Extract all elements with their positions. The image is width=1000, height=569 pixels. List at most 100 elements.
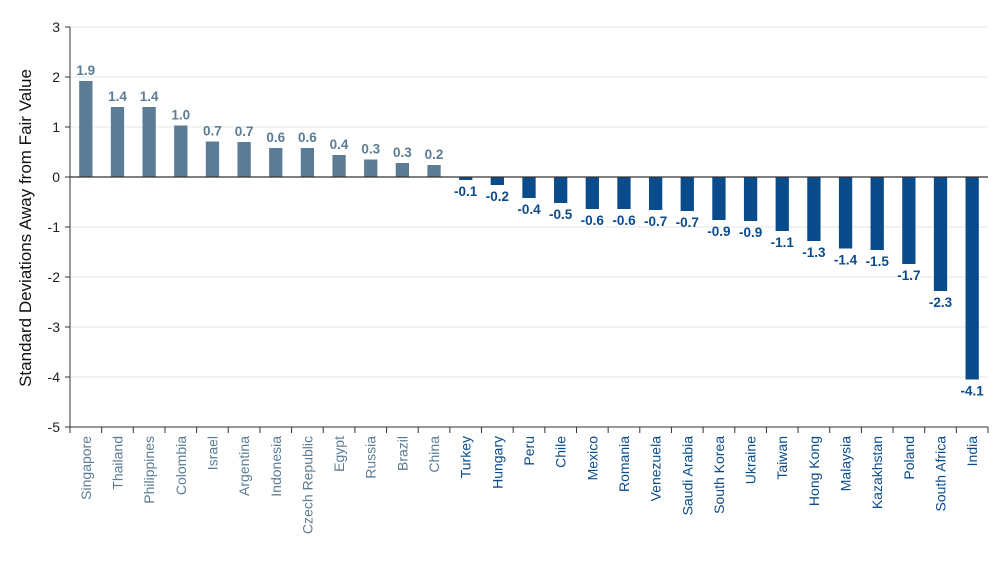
value-label: -0.9 bbox=[707, 224, 730, 239]
value-label: 0.3 bbox=[393, 145, 412, 160]
y-tick-label: -5 bbox=[48, 419, 61, 435]
value-label: 1.0 bbox=[171, 108, 190, 123]
y-tick-label: -3 bbox=[48, 319, 61, 335]
y-tick-label: 3 bbox=[52, 19, 60, 35]
bar bbox=[459, 177, 473, 180]
value-label: 1.4 bbox=[108, 89, 127, 104]
gridlines bbox=[70, 26, 988, 378]
bar bbox=[743, 177, 758, 221]
value-label: 0.6 bbox=[266, 130, 285, 145]
bar bbox=[807, 177, 821, 241]
value-label: -1.7 bbox=[897, 268, 920, 283]
bar bbox=[902, 177, 916, 264]
value-label: -1.4 bbox=[834, 253, 858, 268]
value-label: -0.9 bbox=[739, 225, 762, 240]
value-label: 0.3 bbox=[361, 142, 380, 157]
bar bbox=[585, 177, 599, 209]
category-label: Indonesia bbox=[268, 436, 284, 497]
y-axis-ticks: 3 2 1 0 -1 -2 -3 -4 -5 bbox=[48, 19, 70, 435]
category-label: Hong Kong bbox=[806, 436, 822, 506]
category-label: Brazil bbox=[394, 436, 410, 471]
category-label: Turkey bbox=[458, 436, 474, 478]
category-label: Argentina bbox=[236, 436, 252, 496]
category-label: Ukraine bbox=[743, 436, 759, 484]
category-label: Egypt bbox=[331, 436, 347, 472]
bar bbox=[332, 155, 346, 177]
category-labels: Singapore Thailand Philippines Colombia Isra… bbox=[78, 436, 980, 534]
bar bbox=[79, 81, 93, 177]
value-label: 1.4 bbox=[140, 89, 159, 104]
category-label: India bbox=[964, 436, 980, 467]
value-label: 0.7 bbox=[203, 124, 222, 139]
value-label: -0.2 bbox=[486, 189, 509, 204]
bar bbox=[965, 177, 979, 380]
bar bbox=[870, 177, 884, 250]
y-tick-label: -4 bbox=[48, 369, 61, 385]
category-label: Israel bbox=[204, 436, 220, 470]
bar bbox=[775, 177, 789, 231]
bar bbox=[110, 107, 125, 177]
value-label: -1.1 bbox=[771, 235, 795, 250]
bar bbox=[300, 148, 315, 177]
value-label: -1.5 bbox=[866, 254, 890, 269]
value-label: -0.6 bbox=[581, 213, 605, 228]
category-label: Singapore bbox=[78, 436, 94, 500]
bar bbox=[680, 177, 694, 211]
y-tick-label: -2 bbox=[48, 269, 61, 285]
bar bbox=[838, 177, 853, 249]
bar bbox=[142, 107, 156, 177]
bar bbox=[237, 142, 251, 177]
category-label: Peru bbox=[521, 436, 537, 466]
category-label: Romania bbox=[616, 436, 632, 492]
value-label: 0.4 bbox=[330, 137, 349, 152]
y-tick-label: 1 bbox=[52, 119, 60, 135]
axes bbox=[69, 27, 989, 433]
bar bbox=[364, 159, 378, 177]
category-label: Philippines bbox=[141, 436, 157, 504]
value-label: -2.3 bbox=[929, 295, 953, 310]
y-tick-label: 2 bbox=[52, 69, 60, 85]
bar bbox=[933, 177, 948, 291]
category-label: Chile bbox=[553, 436, 569, 468]
value-label: -0.4 bbox=[517, 202, 541, 217]
category-label: Mexico bbox=[584, 436, 600, 481]
y-tick-label: 0 bbox=[52, 169, 60, 185]
bar bbox=[522, 177, 536, 198]
bar bbox=[205, 141, 220, 177]
value-label: -0.6 bbox=[612, 213, 636, 228]
category-label: Hungary bbox=[489, 436, 505, 489]
category-label: Thailand bbox=[109, 436, 125, 490]
bar bbox=[554, 177, 568, 203]
category-label: Colombia bbox=[173, 436, 189, 495]
bar bbox=[648, 177, 663, 210]
value-label: 0.6 bbox=[298, 130, 317, 145]
y-tick-label: -1 bbox=[48, 219, 61, 235]
bars bbox=[79, 81, 979, 380]
bar bbox=[712, 177, 726, 220]
value-label: -0.7 bbox=[676, 215, 699, 230]
bar bbox=[395, 163, 410, 177]
category-label: Kazakhstan bbox=[869, 436, 885, 509]
category-label: South Korea bbox=[711, 436, 727, 514]
category-label: China bbox=[426, 436, 442, 473]
bar bbox=[269, 148, 283, 177]
bar bbox=[427, 165, 441, 177]
value-label: 1.9 bbox=[76, 63, 95, 78]
category-label: Taiwan bbox=[774, 436, 790, 480]
category-label: Venezuela bbox=[648, 436, 664, 502]
value-label: 0.2 bbox=[425, 147, 444, 162]
category-label: Saudi Arabia bbox=[679, 436, 695, 516]
value-label: -0.7 bbox=[644, 214, 667, 229]
value-labels: 1.9 1.4 1.4 1.0 0.7 0.7 0.6 0.6 0.4 0.3 0.3 0.2 -0.1… bbox=[76, 63, 984, 399]
value-label: -0.1 bbox=[454, 184, 478, 199]
y-axis-label: Standard Deviations Away from Fair Value bbox=[16, 69, 35, 387]
bar bbox=[617, 177, 631, 209]
category-label: Russia bbox=[363, 436, 379, 479]
category-label: Poland bbox=[901, 436, 917, 480]
category-label: South Africa bbox=[933, 436, 949, 512]
value-label: 0.7 bbox=[235, 124, 254, 139]
value-label: -1.3 bbox=[802, 245, 826, 260]
bar bbox=[174, 125, 188, 177]
value-label: -0.5 bbox=[549, 207, 573, 222]
